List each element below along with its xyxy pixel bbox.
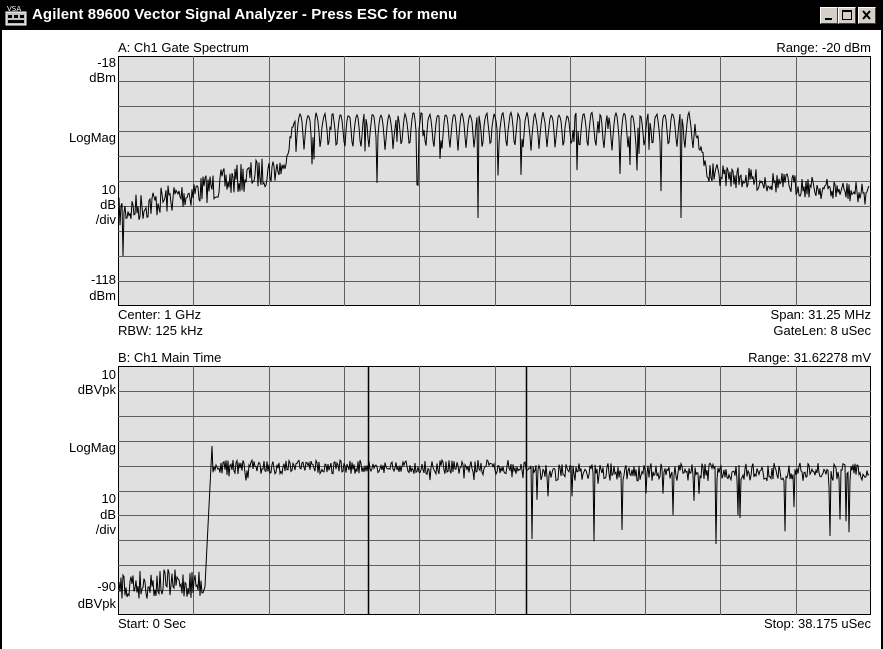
trace-a-rbw[interactable]: RBW: 125 kHz [118, 323, 204, 338]
trace-a-y-bottom-unit: dBm [89, 288, 116, 303]
app-icon-text: VSA [7, 5, 21, 13]
trace-b-time-line [118, 445, 870, 599]
trace-a-plot[interactable] [118, 56, 871, 306]
trace-b-y-format[interactable]: LogMag [69, 440, 116, 455]
vsa-app-icon[interactable]: VSA [5, 4, 27, 26]
trace-a-y-scale-per: /div [95, 212, 116, 227]
trace-a-y-scale-unit: dB [100, 197, 116, 212]
trace-b-y-scale-per: /div [95, 522, 116, 537]
trace-b-y-top-unit: dBVpk [77, 382, 116, 397]
close-icon [862, 10, 871, 20]
trace-b-y-bottom-value: -90 [97, 579, 116, 594]
trace-b-stop-time[interactable]: Stop: 38.175 uSec [764, 616, 871, 631]
trace-b-title[interactable]: B: Ch1 Main Time [118, 350, 222, 365]
minimize-button[interactable] [820, 7, 838, 24]
minimize-icon [825, 18, 832, 20]
title-bar[interactable]: VSA Agilent 89600 Vector Signal Analyzer… [0, 0, 883, 30]
trace-a-spectrum-line [118, 110, 870, 257]
trace-a-range[interactable]: Range: -20 dBm [776, 40, 871, 55]
maximize-icon [842, 10, 852, 20]
trace-b-y-scale-value: 10 [101, 491, 116, 506]
trace-a-y-top-value: -18 [97, 55, 116, 70]
trace-a-y-scale-value: 10 [101, 182, 116, 197]
trace-b-range[interactable]: Range: 31.62278 mV [748, 350, 871, 365]
trace-b-y-bottom-unit: dBVpk [77, 596, 116, 611]
trace-a-y-format[interactable]: LogMag [69, 130, 116, 145]
trace-a-center-freq[interactable]: Center: 1 GHz [118, 307, 202, 322]
window-title: Agilent 89600 Vector Signal Analyzer - P… [32, 6, 458, 23]
trace-a-y-top-unit: dBm [89, 70, 116, 85]
close-button[interactable] [858, 7, 876, 24]
trace-a-span[interactable]: Span: 31.25 MHz [770, 307, 871, 322]
window-frame-left [0, 30, 2, 649]
trace-b-start-time[interactable]: Start: 0 Sec [118, 616, 186, 631]
trace-a-title[interactable]: A: Ch1 Gate Spectrum [118, 40, 249, 55]
trace-b-gridlines [118, 366, 871, 615]
trace-b-y-top-value: 10 [101, 367, 116, 382]
window-frame-right [881, 30, 883, 649]
trace-a-y-bottom-value: -118 [90, 272, 116, 287]
trace-b-y-scale-unit: dB [100, 507, 116, 522]
trace-a-gridlines [118, 56, 871, 306]
trace-a-gate-length[interactable]: GateLen: 8 uSec [773, 323, 871, 338]
maximize-button[interactable] [838, 7, 856, 24]
trace-b-plot[interactable] [118, 366, 871, 615]
trace-b-grid[interactable] [118, 366, 871, 615]
